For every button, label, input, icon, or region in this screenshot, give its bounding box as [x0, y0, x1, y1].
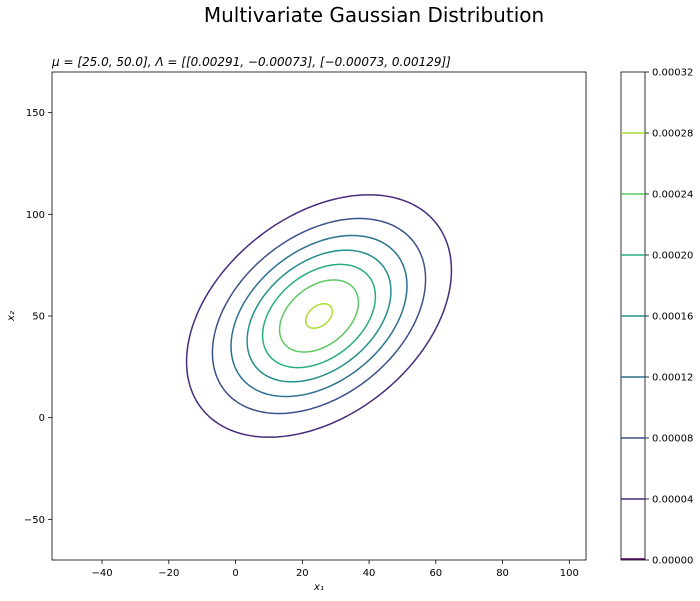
contour-line-3 — [230, 234, 408, 398]
contour-line-1 — [185, 194, 453, 438]
y-axis-ticks: −50 0 50 100 150 — [24, 108, 52, 526]
colorbar-tick-label: 0.00020 — [652, 251, 693, 262]
x-tick-label: 20 — [296, 568, 309, 579]
contour-line-5 — [261, 263, 377, 369]
plot-frame — [51, 71, 587, 561]
contour-line-6 — [278, 279, 360, 353]
y-tick-label: 150 — [26, 108, 45, 119]
y-tick-label: 100 — [26, 210, 45, 221]
y-axis-label: x₂ — [6, 311, 17, 322]
colorbar-tick-label: 0.00028 — [652, 129, 693, 140]
colorbar-tick-label: 0.00004 — [652, 495, 693, 506]
contour-lines — [185, 194, 453, 438]
colorbar-tick-label: 0.00016 — [652, 312, 693, 323]
chart-subtitle: μ = [25.0, 50.0], Λ = [[0.00291, −0.0007… — [51, 55, 451, 69]
x-tick-label: 80 — [496, 568, 509, 579]
y-tick-label: −50 — [24, 515, 45, 526]
x-tick-label: 100 — [560, 568, 579, 579]
y-tick-label: 0 — [39, 413, 45, 424]
x-tick-label: 0 — [232, 568, 238, 579]
x-tick-label: 40 — [363, 568, 376, 579]
colorbar: 0.00000 0.00004 0.00008 0.00012 0.00016 0.000… — [620, 68, 693, 567]
x-tick-label: 60 — [429, 568, 442, 579]
contour-line-4 — [246, 249, 392, 383]
colorbar-tick-label: 0.00008 — [652, 434, 693, 445]
x-axis-label: x₁ — [313, 582, 324, 593]
contour-line-2 — [211, 217, 427, 415]
x-tick-label: −20 — [158, 568, 179, 579]
colorbar-tick-label: 0.00000 — [652, 556, 693, 567]
x-tick-label: −40 — [92, 568, 113, 579]
contour-line-7 — [304, 303, 334, 329]
chart-title: Multivariate Gaussian Distribution — [204, 3, 544, 27]
colorbar-tick-label: 0.00012 — [652, 373, 693, 384]
y-tick-label: 50 — [32, 312, 45, 323]
plot-area: −40 −20 0 20 40 60 80 100 −50 0 50 100 150 — [24, 71, 587, 579]
x-axis-ticks: −40 −20 0 20 40 60 80 100 — [92, 560, 579, 579]
colorbar-tick-label: 0.00024 — [652, 190, 693, 201]
colorbar-tick-label: 0.00032 — [652, 68, 693, 79]
